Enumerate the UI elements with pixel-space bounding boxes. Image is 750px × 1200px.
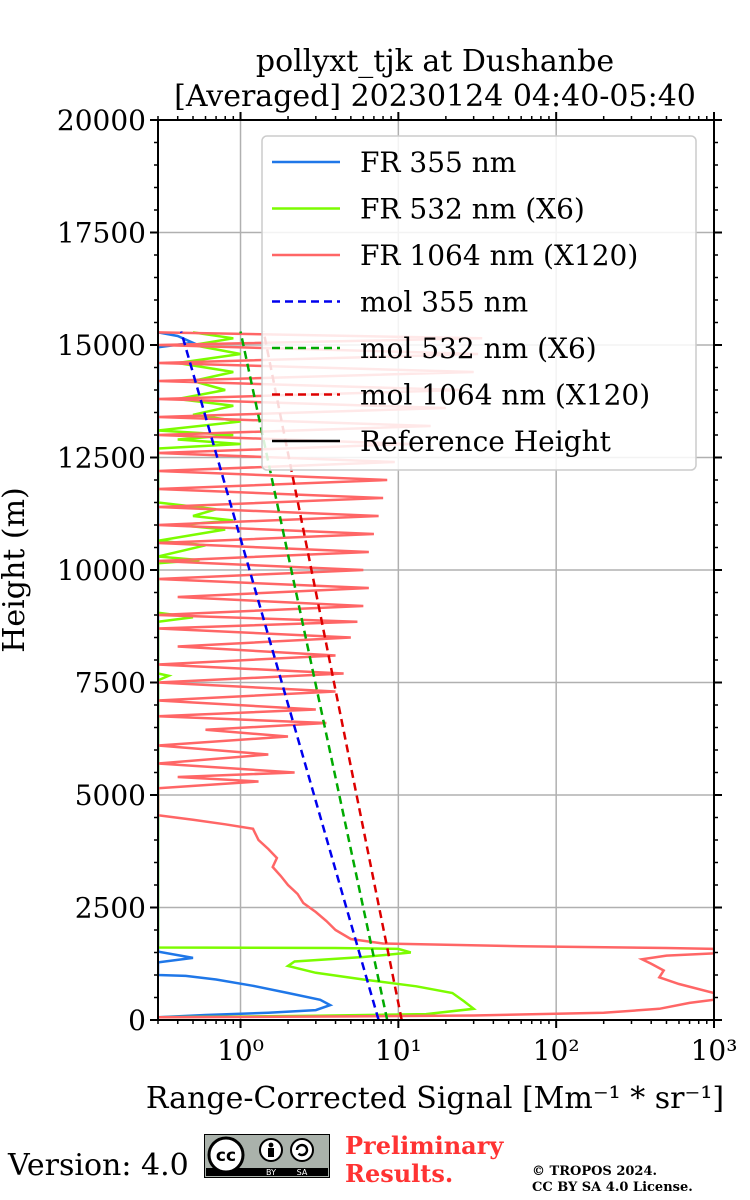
preliminary-line1: Preliminary <box>345 1131 504 1160</box>
y-tick-label: 7500 <box>75 667 146 700</box>
sa-sharealike-icon <box>290 1138 314 1162</box>
x-tick-label: 10² <box>533 1034 580 1067</box>
legend-label-5: mol 1064 nm (X120) <box>360 379 650 412</box>
preliminary-line2: Results. <box>345 1159 454 1188</box>
copyright-line1: © TROPOS 2024. <box>532 1164 658 1179</box>
cc-logo-icon <box>207 1136 245 1174</box>
chart-title-line2: [Averaged] 20230124 04:40-05:40 <box>174 79 696 114</box>
y-tick-label: 5000 <box>75 779 146 812</box>
y-tick-label: 2500 <box>75 892 146 925</box>
copyright-note: © TROPOS 2024. CC BY SA 4.0 License. <box>532 1164 693 1196</box>
legend: FR 355 nm FR 532 nm (X6) FR 1064 nm (X120)… <box>261 135 697 471</box>
version-label: Version: 4.0 <box>8 1148 189 1183</box>
series-line-0 <box>158 331 334 1019</box>
legend-label-4: mol 532 nm (X6) <box>360 332 597 365</box>
series-layer <box>158 331 714 1020</box>
x-tick-label: 10¹ <box>375 1034 422 1067</box>
cc-license-badge: cc BY SA <box>204 1134 330 1178</box>
legend-label-1: FR 532 nm (X6) <box>360 193 585 226</box>
lidar-profile-chart: pollyxt_tjk at Dushanbe [Averaged] 20230… <box>0 44 738 1116</box>
preliminary-results-note: Preliminary Results. <box>345 1132 503 1188</box>
series-line-3 <box>179 331 380 1020</box>
x-tick-label: 10³ <box>691 1034 738 1067</box>
legend-box <box>261 135 697 471</box>
legend-label-3: mol 355 nm <box>360 286 528 319</box>
y-tick-label: 12500 <box>57 442 146 475</box>
x-tick-label: 10⁰ <box>217 1034 264 1067</box>
x-axis-label: Range-Corrected Signal [Mm⁻¹ * sr⁻¹] <box>146 1081 724 1116</box>
y-tick-label: 20000 <box>57 104 146 137</box>
legend-label-6: Reference Height <box>360 425 612 458</box>
y-tick-label: 10000 <box>57 554 146 587</box>
legend-label-0: FR 355 nm <box>360 146 516 179</box>
cc-logo-text: cc <box>216 1146 236 1166</box>
y-tick-label: 0 <box>128 1004 146 1037</box>
copyright-line2: CC BY SA 4.0 License. <box>532 1180 693 1195</box>
chart-title-line1: pollyxt_tjk at Dushanbe <box>256 44 614 79</box>
y-tick-label: 15000 <box>57 329 146 362</box>
y-tick-label: 17500 <box>57 217 146 250</box>
axis-ticks: 0 2500 5000 7500 10000 12500 15000 17500 20000 10… <box>57 104 738 1067</box>
badge-sa-label: SA <box>297 1168 308 1177</box>
badge-by-label: BY <box>266 1168 276 1177</box>
legend-label-2: FR 1064 nm (X120) <box>360 239 638 272</box>
y-axis-label: Height (m) <box>0 487 32 652</box>
